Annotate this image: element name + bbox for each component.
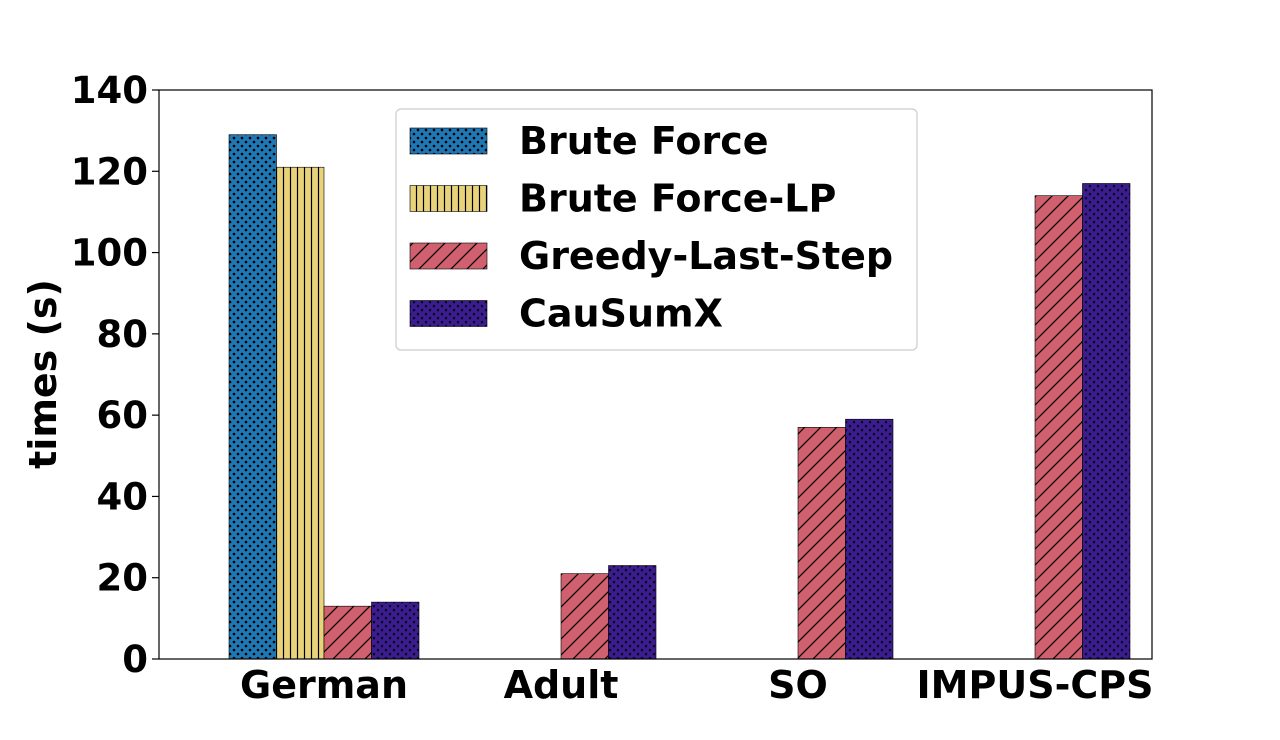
legend-label: Brute Force (519, 119, 769, 163)
bar-causumx-adult (608, 565, 657, 660)
x-tick-label: SO (768, 663, 828, 707)
legend-swatch (409, 127, 488, 155)
y-tick-label: 40 (97, 475, 149, 518)
legend: Brute Force Brute Force-LP Greedy-Last-Ste… (395, 108, 918, 351)
bar-greedy-last-step-adult (560, 573, 609, 660)
y-tick-label: 0 (122, 638, 148, 681)
plot-frame (158, 89, 1153, 660)
x-tick-label: Adult (504, 663, 619, 707)
bar-greedy-last-step-german (323, 605, 372, 660)
x-tick-label: German (240, 663, 408, 707)
legend-swatch (409, 242, 488, 270)
legend-label: Greedy-Last-Step (519, 234, 893, 278)
legend-frame (395, 108, 918, 351)
legend-swatch (409, 185, 488, 212)
x-tick-label: IMPUS-CPS (917, 663, 1154, 707)
bars (228, 134, 1131, 660)
y-tick-label: 80 (97, 313, 149, 356)
y-tick-label: 60 (97, 394, 149, 437)
y-tick-label: 120 (71, 150, 148, 193)
y-axis-label: times (s) (21, 279, 65, 469)
y-tick-label: 140 (71, 69, 148, 112)
legend-swatch (409, 300, 488, 327)
y-tick-labels: 0 20 40 60 80 100 120 140 (71, 69, 159, 681)
bar-greedy-last-step-so (797, 427, 846, 660)
bar-causumx-impus-cps (1082, 183, 1131, 660)
bar-brute-force-lp-german (276, 166, 325, 660)
x-tick-labels: German Adult SO IMPUS-CPS (240, 663, 1153, 707)
y-tick-label: 20 (97, 557, 149, 600)
bar-brute-force-german (228, 134, 277, 660)
bar-causumx-german (371, 601, 420, 660)
legend-label: CauSumX (519, 292, 723, 336)
bar-greedy-last-step-impus-cps (1034, 195, 1083, 660)
legend-label: Brute Force-LP (519, 177, 836, 221)
bar-causumx-so (845, 418, 894, 660)
y-tick-label: 100 (71, 232, 148, 275)
